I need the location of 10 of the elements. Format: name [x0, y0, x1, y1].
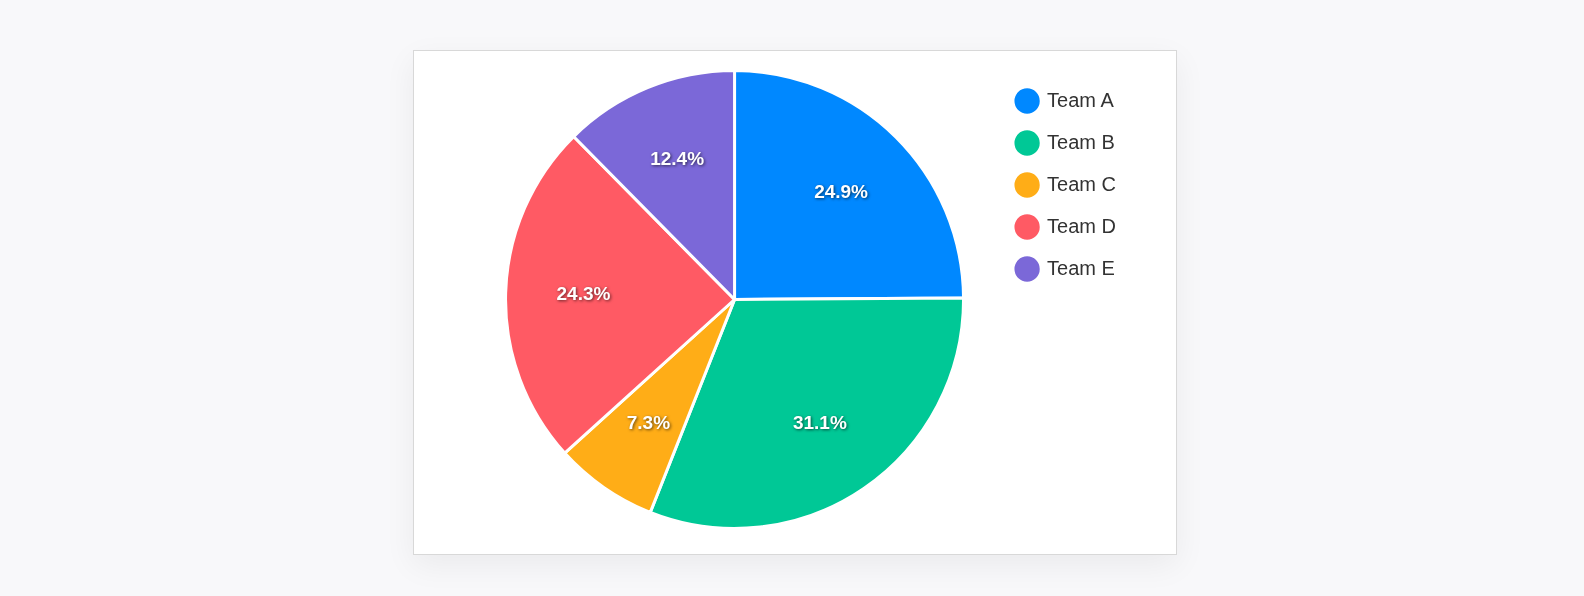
- legend-label: Team A: [1047, 88, 1115, 111]
- data-label: 31.1%: [792, 412, 847, 434]
- data-label: 24.9%: [814, 180, 869, 202]
- data-label: 12.4%: [650, 147, 705, 169]
- data-label: 7.3%: [626, 411, 671, 433]
- data-label: 24.3%: [556, 283, 611, 305]
- legend-label: Team C: [1047, 172, 1116, 195]
- legend-label: Team D: [1047, 214, 1116, 237]
- legend-label: Team E: [1047, 256, 1115, 279]
- legend-label: Team B: [1047, 130, 1115, 153]
